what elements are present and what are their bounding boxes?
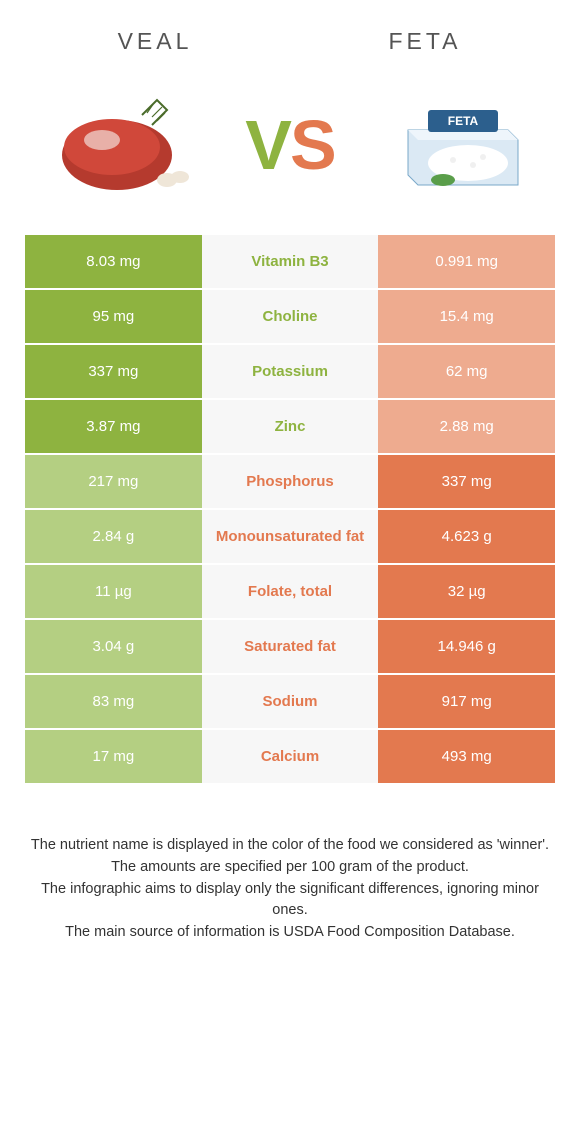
footer-line-1: The nutrient name is displayed in the co…: [30, 835, 550, 857]
title-right: FETA: [290, 28, 560, 55]
nutrient-name: Potassium: [202, 345, 379, 400]
header-row: VEAL FETA: [0, 0, 580, 65]
left-value: 83 mg: [25, 675, 202, 730]
vs-s: S: [290, 106, 335, 184]
table-row: 11 µgFolate, total32 µg: [25, 565, 555, 620]
feta-image: FETA: [378, 85, 538, 205]
footer-line-2: The amounts are specified per 100 gram o…: [30, 857, 550, 879]
right-value: 4.623 g: [378, 510, 555, 565]
veal-image: [42, 85, 202, 205]
right-value: 493 mg: [378, 730, 555, 785]
nutrient-name: Monounsaturated fat: [202, 510, 379, 565]
nutrient-name: Zinc: [202, 400, 379, 455]
left-value: 17 mg: [25, 730, 202, 785]
nutrient-name: Folate, total: [202, 565, 379, 620]
right-value: 2.88 mg: [378, 400, 555, 455]
veal-icon: [42, 85, 202, 205]
table-row: 17 mgCalcium493 mg: [25, 730, 555, 785]
nutrient-name: Vitamin B3: [202, 235, 379, 290]
feta-icon: FETA: [378, 85, 538, 205]
nutrient-name: Phosphorus: [202, 455, 379, 510]
left-value: 11 µg: [25, 565, 202, 620]
vs-label: VS: [245, 105, 334, 185]
table-row: 8.03 mgVitamin B30.991 mg: [25, 235, 555, 290]
footer-line-4: The main source of information is USDA F…: [30, 922, 550, 944]
footer-line-3: The infographic aims to display only the…: [30, 879, 550, 923]
right-value: 337 mg: [378, 455, 555, 510]
right-value: 0.991 mg: [378, 235, 555, 290]
right-value: 15.4 mg: [378, 290, 555, 345]
nutrient-name: Calcium: [202, 730, 379, 785]
left-value: 3.87 mg: [25, 400, 202, 455]
table-row: 95 mgCholine15.4 mg: [25, 290, 555, 345]
right-value: 32 µg: [378, 565, 555, 620]
svg-text:FETA: FETA: [448, 114, 479, 128]
left-value: 2.84 g: [25, 510, 202, 565]
table-row: 3.87 mgZinc2.88 mg: [25, 400, 555, 455]
nutrient-name: Choline: [202, 290, 379, 345]
left-value: 3.04 g: [25, 620, 202, 675]
left-value: 95 mg: [25, 290, 202, 345]
left-value: 8.03 mg: [25, 235, 202, 290]
left-value: 217 mg: [25, 455, 202, 510]
vs-v: V: [245, 106, 290, 184]
nutrient-name: Saturated fat: [202, 620, 379, 675]
table-row: 217 mgPhosphorus337 mg: [25, 455, 555, 510]
right-value: 62 mg: [378, 345, 555, 400]
nutrient-table: 8.03 mgVitamin B30.991 mg95 mgCholine15.…: [25, 235, 555, 785]
table-row: 3.04 gSaturated fat14.946 g: [25, 620, 555, 675]
left-value: 337 mg: [25, 345, 202, 400]
table-row: 337 mgPotassium62 mg: [25, 345, 555, 400]
table-row: 2.84 gMonounsaturated fat4.623 g: [25, 510, 555, 565]
footer-notes: The nutrient name is displayed in the co…: [0, 785, 580, 964]
table-row: 83 mgSodium917 mg: [25, 675, 555, 730]
nutrient-name: Sodium: [202, 675, 379, 730]
title-left: VEAL: [20, 28, 290, 55]
right-value: 14.946 g: [378, 620, 555, 675]
right-value: 917 mg: [378, 675, 555, 730]
images-row: VS FETA: [0, 65, 580, 235]
